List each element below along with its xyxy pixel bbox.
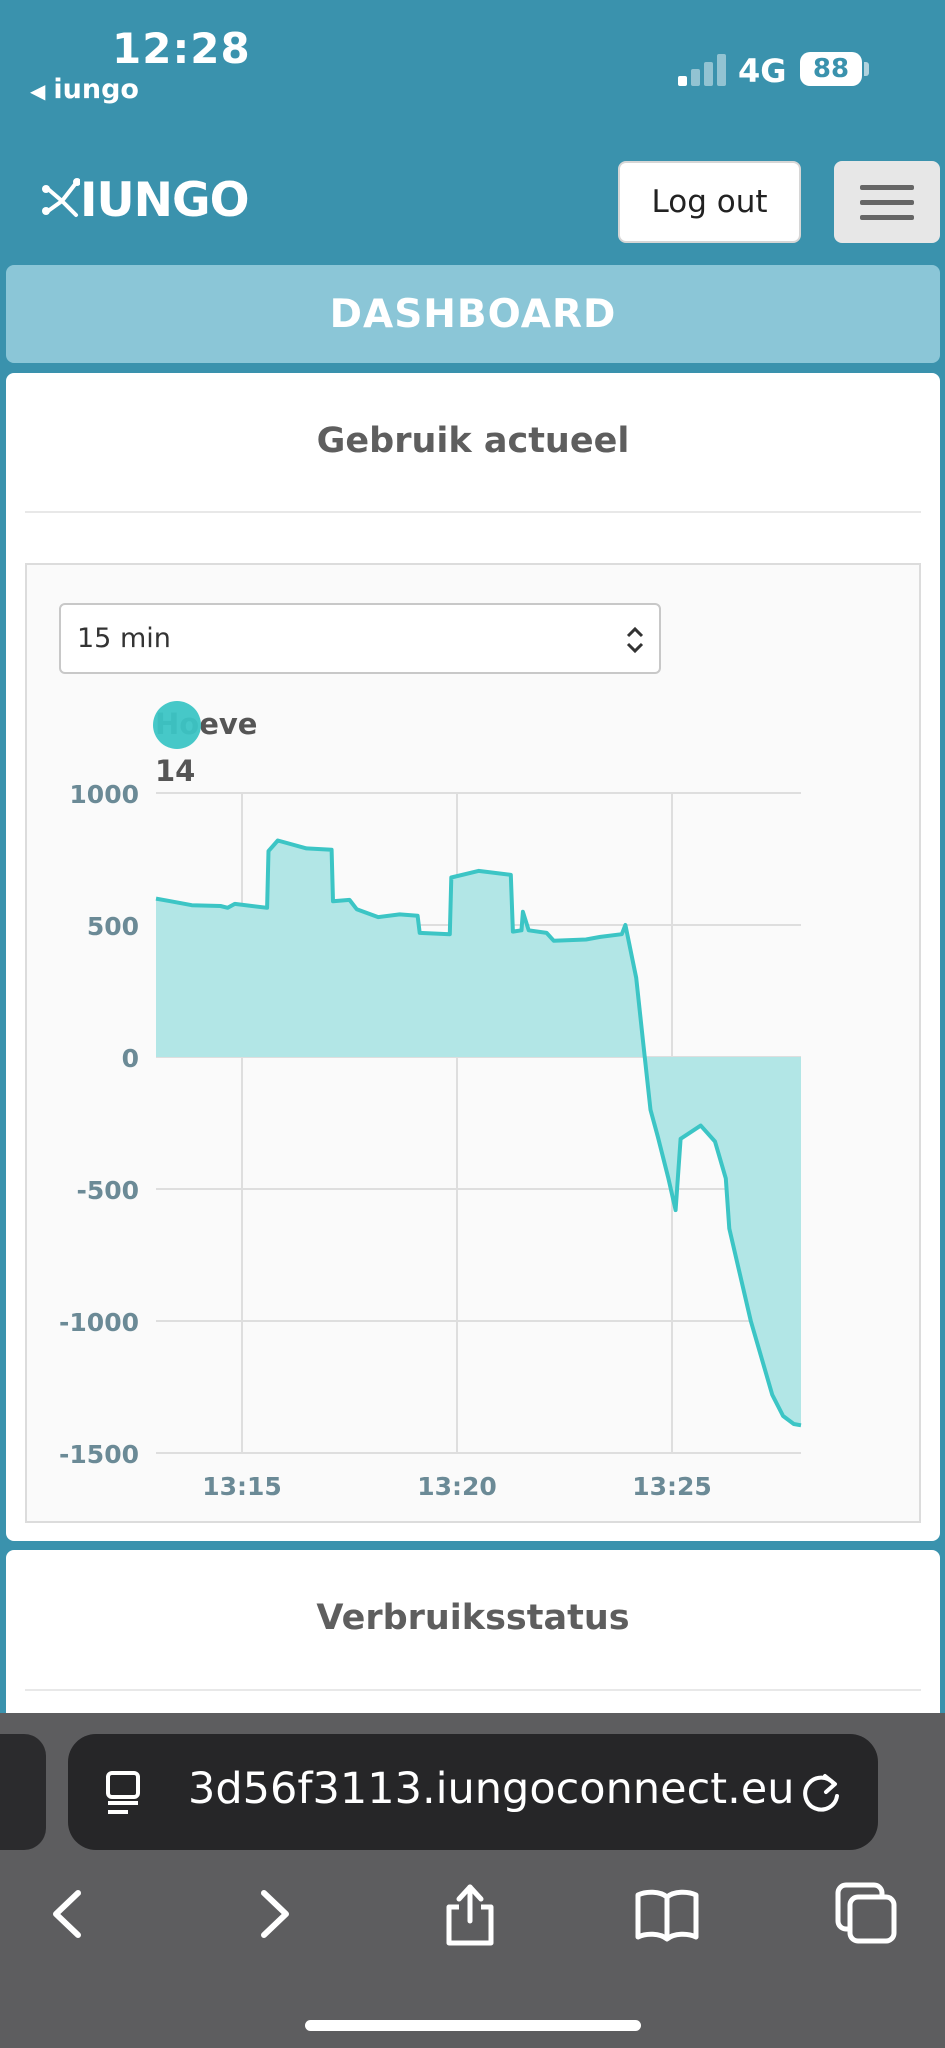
logo-text: IUNGO <box>80 172 250 228</box>
browser-toolbar: 3d56f3113.iungoconnect.eu <box>0 1713 945 2048</box>
y-tick-label: 0 <box>122 1044 139 1073</box>
series-area-fill <box>156 840 801 1426</box>
x-tick-label: 13:20 <box>417 1472 497 1501</box>
previous-tab-peek[interactable] <box>0 1734 46 1850</box>
time-range-value: 15 min <box>77 623 171 654</box>
url-text: 3d56f3113.iungoconnect.eu <box>188 1764 795 1814</box>
menu-line-icon <box>860 184 914 190</box>
select-updown-icon <box>626 626 644 654</box>
logo-network-icon <box>42 178 80 217</box>
usage-card-title: Gebruik actueel <box>316 421 630 461</box>
logout-button[interactable]: Log out <box>618 161 801 243</box>
page-title: DASHBOARD <box>6 265 940 363</box>
back-triangle-icon: ◀ <box>30 79 46 103</box>
series-line <box>155 838 802 1428</box>
status-time: 12:28 <box>112 24 251 73</box>
network-type: 4G <box>738 52 787 90</box>
y-tick-label: -1000 <box>59 1308 139 1337</box>
iungo-logo[interactable]: IUNGO <box>40 170 250 230</box>
forward-icon[interactable] <box>240 1881 306 1947</box>
signal-strength-icon <box>678 54 726 86</box>
battery-level: 88 <box>812 54 850 84</box>
x-tick-label: 13:25 <box>632 1472 712 1501</box>
y-tick-label: 500 <box>87 912 139 941</box>
address-bar[interactable]: 3d56f3113.iungoconnect.eu <box>68 1734 878 1850</box>
battery-icon: 88 <box>800 52 862 86</box>
chart-container: 15 min 1000 500 0 -500 -1000 -1500 13:15 13:20… <box>25 563 921 1523</box>
y-tick-label: 1000 <box>69 780 139 809</box>
bookmarks-icon[interactable] <box>634 1881 700 1947</box>
share-icon[interactable] <box>437 1881 503 1947</box>
home-indicator <box>305 2020 641 2031</box>
reader-mode-icon[interactable] <box>104 1770 148 1816</box>
menu-line-icon <box>860 214 914 220</box>
time-range-select[interactable]: 15 min <box>59 603 661 674</box>
reload-icon[interactable] <box>798 1770 844 1816</box>
back-icon[interactable] <box>36 1881 102 1947</box>
card-divider <box>25 1689 921 1691</box>
y-tick-label: -1500 <box>59 1440 139 1469</box>
usage-card: Gebruik actueel 15 min 1000 500 0 -500 -1000… <box>6 373 940 1541</box>
menu-line-icon <box>860 199 914 205</box>
legend-value: 14 <box>155 754 195 788</box>
hamburger-menu-button[interactable] <box>834 161 940 243</box>
back-app-label: iungo <box>53 74 139 105</box>
legend-marker <box>153 701 201 749</box>
x-tick-label: 13:15 <box>202 1472 282 1501</box>
battery-nub <box>864 62 869 76</box>
y-tick-label: -500 <box>76 1176 139 1205</box>
tabs-icon[interactable] <box>834 1881 900 1947</box>
back-to-app-link[interactable]: ◀ iungo <box>30 74 139 105</box>
card-divider <box>25 511 921 513</box>
status-card-title: Verbruiksstatus <box>316 1598 630 1638</box>
